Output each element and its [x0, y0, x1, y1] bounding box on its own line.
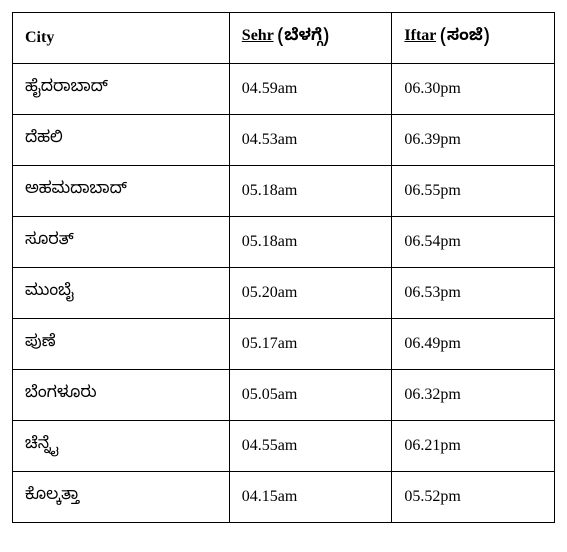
prayer-times-table: City Sehr (ಬೆಳಗ್ಗೆ) Iftar (ಸಂಜೆ) ಹೈದರಾಬಾ…	[12, 12, 555, 523]
cell-city: ಚೆನ್ನೈ	[13, 421, 230, 472]
cell-iftar: 06.30pm	[392, 64, 555, 115]
table-row: ದೆಹಲಿ 04.53am 06.39pm	[13, 115, 555, 166]
cell-iftar: 06.53pm	[392, 268, 555, 319]
table-row: ಕೊಲ್ಕತ್ತಾ 04.15am 05.52pm	[13, 472, 555, 523]
header-sehr-kn: (ಬೆಳಗ್ಗೆ)	[278, 27, 330, 49]
cell-sehr: 05.20am	[229, 268, 392, 319]
table-header-row: City Sehr (ಬೆಳಗ್ಗೆ) Iftar (ಸಂಜೆ)	[13, 13, 555, 64]
cell-iftar: 06.21pm	[392, 421, 555, 472]
cell-city: ಪುಣೆ	[13, 319, 230, 370]
cell-city: ಅಹಮದಾಬಾದ್	[13, 166, 230, 217]
cell-sehr: 05.05am	[229, 370, 392, 421]
cell-city: ಸೂರತ್	[13, 217, 230, 268]
cell-city: ಮುಂಬೈ	[13, 268, 230, 319]
table-row: ಚೆನ್ನೈ 04.55am 06.21pm	[13, 421, 555, 472]
header-iftar-en: Iftar	[404, 27, 436, 44]
table-body: ಹೈದರಾಬಾದ್ 04.59am 06.30pm ದೆಹಲಿ 04.53am …	[13, 64, 555, 523]
cell-iftar: 06.39pm	[392, 115, 555, 166]
header-sehr-en: Sehr	[242, 27, 274, 44]
cell-city: ಕೊಲ್ಕತ್ತಾ	[13, 472, 230, 523]
table-row: ಮುಂಬೈ 05.20am 06.53pm	[13, 268, 555, 319]
table-row: ಅಹಮದಾಬಾದ್ 05.18am 06.55pm	[13, 166, 555, 217]
header-city-label: City	[25, 29, 54, 46]
cell-sehr: 04.59am	[229, 64, 392, 115]
table-row: ಪುಣೆ 05.17am 06.49pm	[13, 319, 555, 370]
cell-city: ಹೈದರಾಬಾದ್	[13, 64, 230, 115]
cell-sehr: 04.15am	[229, 472, 392, 523]
table-row: ಬೆಂಗಳೂರು 05.05am 06.32pm	[13, 370, 555, 421]
cell-iftar: 06.54pm	[392, 217, 555, 268]
header-iftar: Iftar (ಸಂಜೆ)	[392, 13, 555, 64]
cell-iftar: 06.49pm	[392, 319, 555, 370]
cell-sehr: 04.55am	[229, 421, 392, 472]
cell-city: ದೆಹಲಿ	[13, 115, 230, 166]
header-city: City	[13, 13, 230, 64]
table-row: ಸೂರತ್ 05.18am 06.54pm	[13, 217, 555, 268]
cell-sehr: 04.53am	[229, 115, 392, 166]
header-iftar-kn: (ಸಂಜೆ)	[440, 27, 489, 49]
cell-sehr: 05.17am	[229, 319, 392, 370]
cell-iftar: 06.55pm	[392, 166, 555, 217]
table-row: ಹೈದರಾಬಾದ್ 04.59am 06.30pm	[13, 64, 555, 115]
cell-iftar: 06.32pm	[392, 370, 555, 421]
cell-sehr: 05.18am	[229, 217, 392, 268]
cell-sehr: 05.18am	[229, 166, 392, 217]
header-sehr: Sehr (ಬೆಳಗ್ಗೆ)	[229, 13, 392, 64]
cell-city: ಬೆಂಗಳೂರು	[13, 370, 230, 421]
cell-iftar: 05.52pm	[392, 472, 555, 523]
